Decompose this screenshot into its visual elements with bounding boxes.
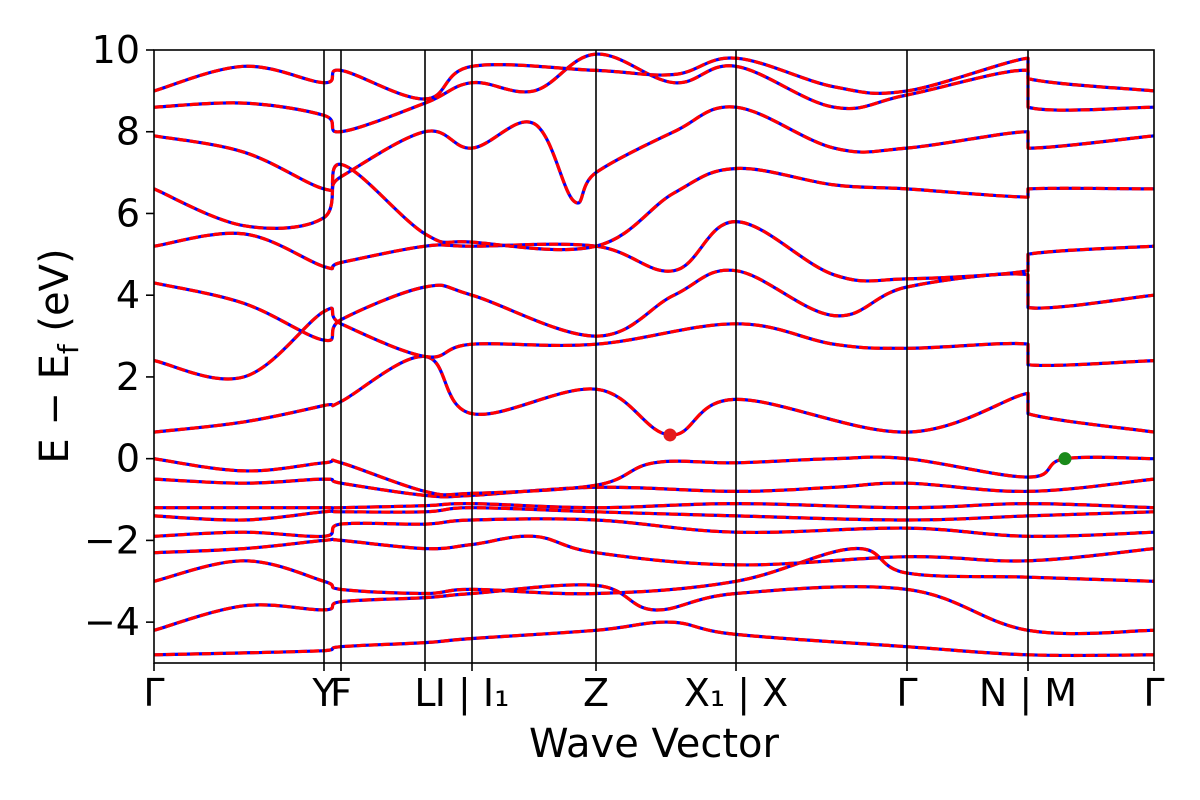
x-tick-label-2: Y (311, 671, 336, 715)
y-tick-label-8: 10 (92, 28, 140, 72)
band-line-1-overlay (154, 620, 1154, 658)
band-line-15-overlay (154, 105, 1154, 205)
x-tick-label-1: Γ (143, 671, 164, 715)
y-axis-ticks: −4 −2 0 2 4 6 8 10 (84, 28, 154, 644)
marker-cbm (663, 428, 677, 442)
x-tick-label-10: Γ (1143, 671, 1164, 715)
y-axis-title-unit: (eV) (32, 248, 78, 331)
band-line-6-overlay (154, 506, 1154, 522)
x-axis-title: Wave Vector (529, 721, 780, 767)
y-axis-title-main: E − E (32, 354, 78, 464)
y-tick-label-4: 2 (116, 355, 140, 399)
y-tick-label-5: 4 (116, 273, 140, 317)
y-tick-label-7: 8 (116, 110, 140, 154)
x-tick-label-5: I | I₁ (435, 671, 510, 716)
y-axis-title: E − Ef (eV) (32, 248, 85, 463)
y-tick-label-1: −4 (84, 600, 140, 644)
y-tick-label-6: 6 (116, 191, 140, 235)
x-tick-label-7: X₁ | X (684, 671, 788, 716)
band-line-9-overlay (154, 455, 1154, 497)
x-axis-ticks: Γ YF L I | I₁ Z X₁ | X Γ N | M Γ (143, 663, 1165, 716)
high-symmetry-lines (323, 50, 1029, 663)
x-tick-label-6: Z (583, 671, 609, 715)
band-edge-markers (663, 428, 1072, 466)
band-line-5-overlay (154, 517, 1154, 539)
x-tick-label-4: L (414, 671, 435, 715)
y-tick-label-2: −2 (84, 518, 140, 562)
band-line-2-overlay (154, 583, 1154, 636)
band-line-11-overlay (154, 306, 1154, 381)
y-axis-title-subscript: f (52, 343, 85, 354)
x-tick-label-8: Γ (896, 671, 917, 715)
x-tick-label-9: N | M (979, 671, 1077, 716)
x-tick-label-3: F (330, 671, 352, 715)
marker-vbm (1058, 452, 1072, 466)
svg-text:E − Ef (eV): E − Ef (eV) (32, 248, 85, 463)
band-line-13-overlay (154, 219, 1154, 283)
band-line-16-overlay (154, 52, 1154, 134)
plot-frame (153, 49, 1155, 664)
y-tick-label-3: 0 (116, 437, 140, 481)
band-line-7-overlay (154, 501, 1154, 510)
